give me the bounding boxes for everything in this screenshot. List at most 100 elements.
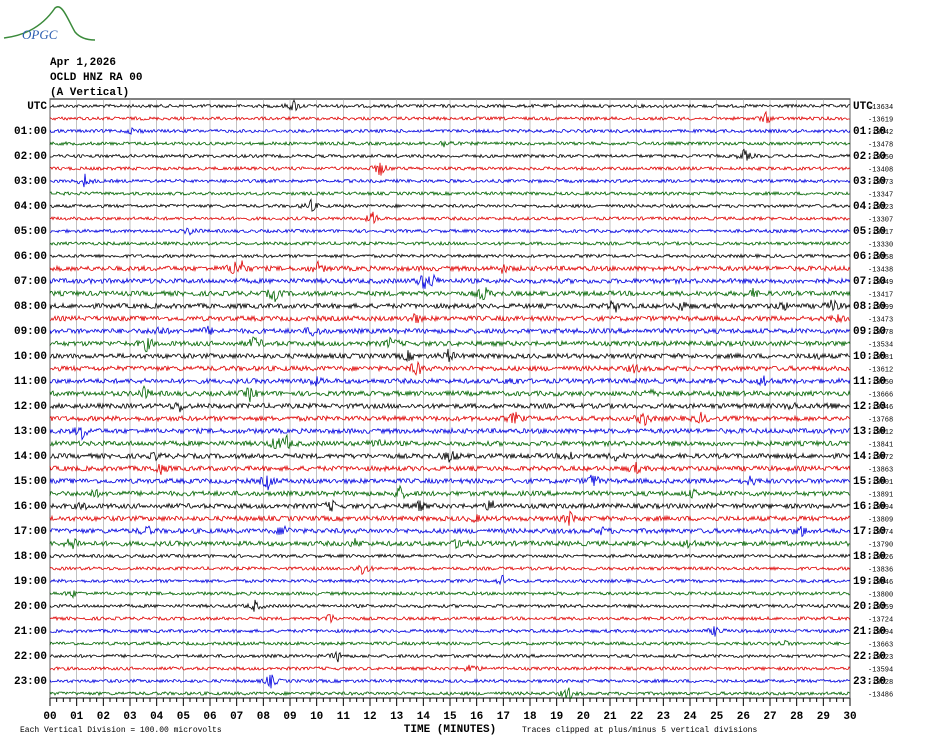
trace [49,461,851,475]
trace [49,553,851,559]
x-tick-label: 18 [523,711,537,723]
trace-offset: -13759 [868,604,893,612]
trace [49,664,851,672]
trace-offset: -13891 [868,491,893,499]
trace-offset: -13317 [868,229,893,237]
trace [49,401,851,413]
right-time-label: 04:30 [853,201,886,213]
trace [49,253,851,259]
trace-offset: -13478 [868,329,893,337]
trace [49,287,851,302]
trace [49,127,851,135]
trace-offset: -13663 [868,641,893,649]
x-tick-label: 25 [710,711,724,723]
trace-offset: -13812 [868,429,893,437]
left-time-label: 01:00 [14,126,47,138]
x-tick-label: 24 [683,711,697,723]
x-tick-label: 28 [790,711,804,723]
trace [49,510,851,526]
left-time-label: UTC [27,101,47,113]
trace [49,198,851,212]
trace [49,299,851,313]
trace-offset: -13478 [868,141,893,149]
trace-offset: -13774 [868,529,893,537]
trace [49,674,850,689]
trace [49,590,851,599]
left-time-label: 14:00 [14,451,47,463]
trace-offset: -13694 [868,629,893,637]
trace-offset: -13846 [868,579,893,587]
trace-offset: -13534 [868,341,893,349]
trace [49,148,851,161]
trace-offset: -13528 [868,679,893,687]
trace-offset: -13666 [868,391,893,399]
trace-offset: -13449 [868,279,893,287]
left-time-label: 04:00 [14,201,47,213]
trace [49,411,851,427]
trace-offset: -13826 [868,554,893,562]
x-tick-label: 13 [390,711,404,723]
right-time-label: 20:30 [853,601,886,613]
x-tick-label: 26 [737,711,750,723]
x-tick-label: 02 [97,711,110,723]
left-time-label: 06:00 [14,251,47,263]
x-tick-label: 27 [763,711,776,723]
x-tick-label: 09 [283,711,296,723]
trace-offset: -13724 [868,616,893,624]
left-time-label: 23:00 [14,676,47,688]
left-time-label: 11:00 [14,376,47,388]
trace [49,348,851,363]
left-time-label: 10:00 [14,351,47,363]
trace [49,524,851,538]
trace-offset: -13650 [868,379,893,387]
right-time-label: 06:30 [853,251,886,263]
left-time-label: 12:00 [14,401,47,413]
left-time-label: 21:00 [14,626,47,638]
trace [49,99,851,112]
right-time-label: 18:30 [853,551,886,563]
right-time-label: 03:30 [853,176,886,188]
trace [49,538,851,550]
x-tick-label: 15 [443,711,457,723]
x-tick-label: 17 [497,711,510,723]
right-time-label: 11:30 [853,376,886,388]
trace-offset: -13894 [868,504,893,512]
trace [49,639,851,647]
right-time-label: 12:30 [853,401,886,413]
trace-offset: -13330 [868,241,893,249]
trace-offset: -13417 [868,291,893,299]
right-time-label: 21:30 [853,626,886,638]
trace [49,211,851,225]
x-tick-label: 10 [310,711,323,723]
left-time-label: 15:00 [14,476,47,488]
trace-offset: -13438 [868,266,893,274]
trace [49,312,851,324]
trace-offset: -13901 [868,479,893,487]
right-time-label: 07:30 [853,276,886,288]
left-time-label: 02:00 [14,151,47,163]
x-tick-label: 20 [577,711,590,723]
trace [49,259,851,274]
trace-offset: -13634 [868,104,893,112]
trace [49,336,851,353]
trace-offset: -13373 [868,179,893,187]
left-time-label: 16:00 [14,501,47,513]
trace-offset: -13863 [868,466,893,474]
x-tick-label: 23 [657,711,671,723]
x-tick-label: 11 [337,711,351,723]
left-time-label: 22:00 [14,651,47,663]
trace [49,360,851,376]
right-time-label: 19:30 [853,576,886,588]
trace-offset: -13746 [868,404,893,412]
trace [49,484,851,500]
trace-offset: -13768 [868,416,893,424]
trace-offset: -13408 [868,166,893,174]
station: OCLD HNZ RA 00 [50,72,142,84]
trace-offset: -13307 [868,216,893,224]
left-time-label: 20:00 [14,601,47,613]
x-tick-label: 30 [843,711,856,723]
left-time-label: 05:00 [14,226,47,238]
trace [49,599,851,612]
date: Apr 1,2026 [50,57,116,69]
